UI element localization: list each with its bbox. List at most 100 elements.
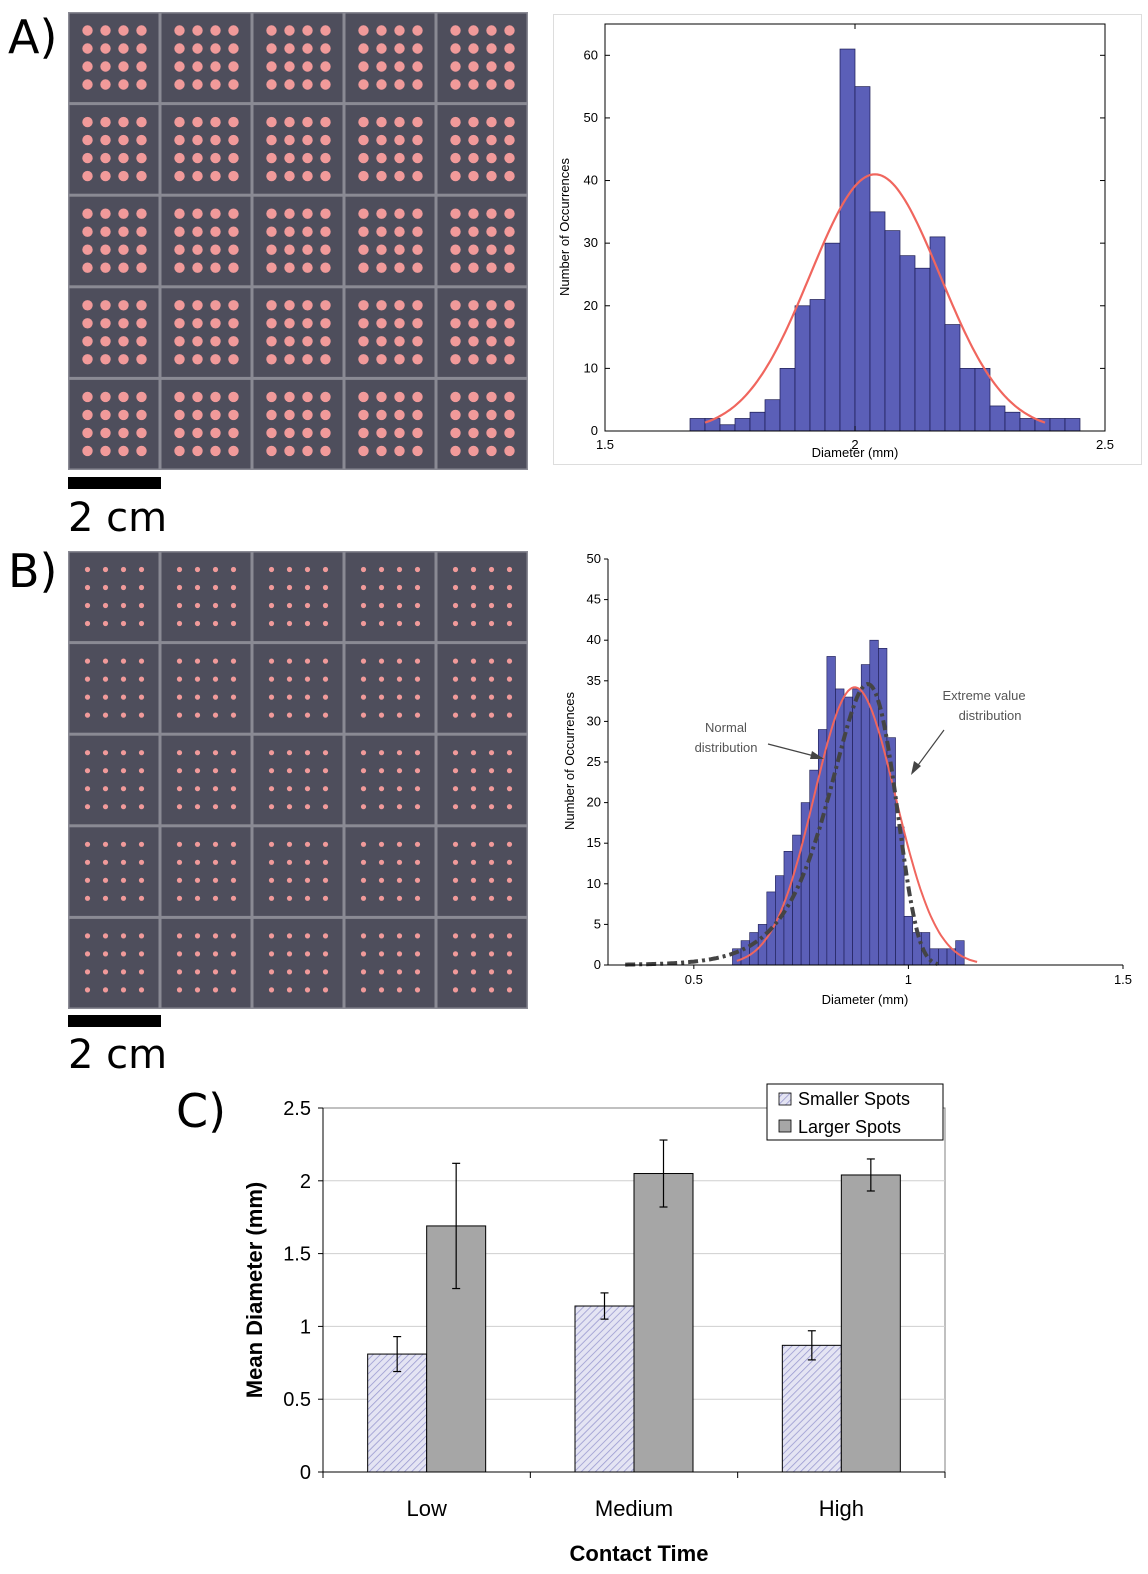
array-spot (486, 354, 497, 365)
array-spot (450, 262, 461, 273)
histogram-bar (944, 324, 961, 432)
array-spot (284, 300, 295, 311)
array-spot (322, 566, 329, 573)
array-block (161, 918, 251, 1008)
array-spot (284, 354, 295, 365)
array-spot (396, 859, 403, 865)
y-axis-label-b: Number of Occurrences (562, 692, 577, 830)
array-spot (396, 895, 403, 901)
array-spot (488, 933, 495, 939)
array-spot (268, 877, 275, 883)
array-spot (360, 676, 367, 682)
array-spot (138, 987, 145, 993)
array-spot (286, 951, 293, 957)
array-spot (452, 841, 459, 847)
array-spot (118, 336, 129, 347)
array-spot (302, 244, 313, 255)
array-spot (504, 354, 515, 365)
array-spot (468, 43, 479, 54)
y-tick-label: 2.5 (283, 1098, 311, 1120)
array-spot (102, 584, 109, 591)
array-spot (414, 895, 421, 901)
array-spot (470, 969, 477, 975)
array-block (161, 379, 251, 469)
array-spot (120, 602, 127, 609)
x-tick-label: 2 (851, 437, 858, 452)
array-spot (452, 694, 459, 700)
array-spot (228, 43, 239, 54)
array-spot (268, 658, 275, 664)
array-spot (304, 658, 311, 664)
array-block (437, 827, 527, 916)
array-spot (412, 300, 423, 311)
array-spot (194, 676, 201, 682)
array-spot (136, 262, 147, 273)
array-spot (100, 208, 111, 219)
array-spot (136, 391, 147, 403)
array-spot (82, 226, 93, 237)
array-spot (228, 427, 239, 439)
array-spot (102, 712, 109, 718)
histogram-bar (860, 664, 871, 966)
array-spot (84, 750, 91, 756)
array-spot (394, 134, 405, 146)
histogram-bar (938, 948, 948, 966)
array-spot (304, 602, 311, 609)
array-spot (192, 116, 203, 128)
array-spot (320, 445, 331, 457)
array-spot (230, 620, 237, 627)
array-spot (360, 602, 367, 609)
array-spot (230, 804, 237, 810)
array-spot (286, 933, 293, 939)
array-spot (358, 61, 369, 72)
array-spot (486, 79, 497, 90)
array-spot (84, 768, 91, 774)
array-spot (360, 768, 367, 774)
array-spot (138, 694, 145, 700)
array-spot (450, 336, 461, 347)
array-spot (230, 877, 237, 883)
array-spot (504, 244, 515, 255)
array-spot (84, 804, 91, 810)
category-label: Low (406, 1496, 446, 1521)
y-tick-label: 1 (300, 1316, 311, 1338)
array-spot (84, 951, 91, 957)
array-spot (304, 933, 311, 939)
array-spot (302, 208, 313, 219)
array-spot (412, 43, 423, 54)
array-spot (506, 895, 513, 901)
array-spot (194, 658, 201, 664)
array-spot (228, 391, 239, 403)
array-spot (504, 262, 515, 273)
array-spot (138, 933, 145, 939)
array-spot (230, 859, 237, 865)
array-spot (488, 951, 495, 957)
array-spot (268, 841, 275, 847)
array-spot (376, 25, 387, 36)
array-block (69, 196, 159, 286)
array-spot (450, 134, 461, 146)
array-spot (118, 208, 129, 219)
array-spot (120, 566, 127, 573)
array-spot (452, 750, 459, 756)
array-spot (136, 116, 147, 128)
array-spot (378, 951, 385, 957)
array-spot (268, 895, 275, 901)
histogram-bar (878, 648, 888, 966)
array-spot (504, 116, 515, 128)
annotation-extreme-line2: distribution (959, 708, 1022, 723)
y-tick-label: 35 (587, 673, 601, 688)
array-spot (322, 694, 329, 700)
array-block (161, 552, 251, 642)
array-spot (504, 391, 515, 403)
array-spot (360, 987, 367, 993)
array-spot (230, 841, 237, 847)
array-spot (412, 61, 423, 72)
legend-label-smaller: Smaller Spots (798, 1089, 910, 1109)
array-spot (136, 445, 147, 457)
array-spot (360, 804, 367, 810)
array-spot (284, 134, 295, 146)
array-spot (468, 445, 479, 457)
array-spot (82, 336, 93, 347)
array-spot (376, 262, 387, 273)
